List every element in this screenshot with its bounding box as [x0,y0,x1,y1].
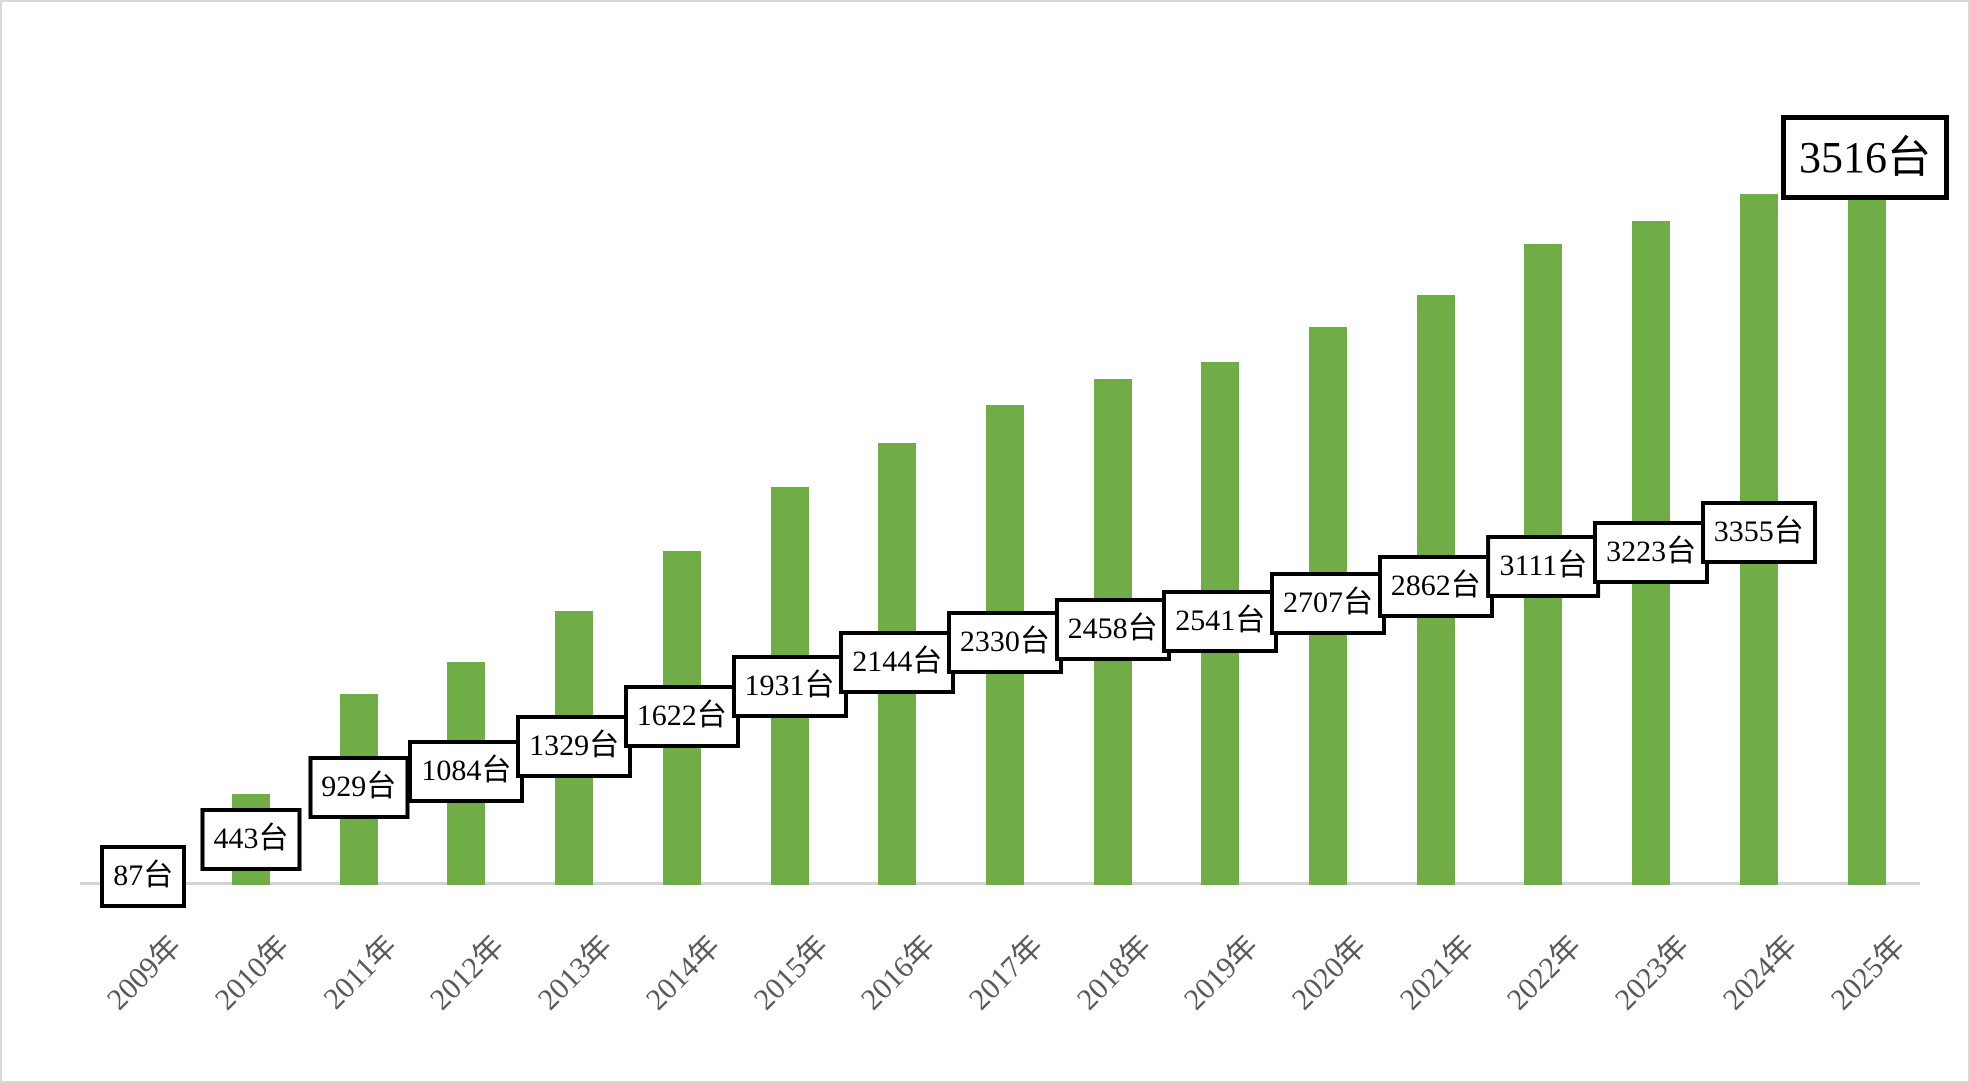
data-label-box: 2144台 [839,631,956,694]
data-label-box: 2862台 [1377,555,1494,618]
data-label-box: 87台 [100,845,187,908]
data-label-box: 3111台 [1486,535,1601,598]
data-label-box: 1084台 [408,740,525,803]
data-label-box: 2541台 [1162,590,1279,653]
data-label-box: 3355台 [1700,501,1817,564]
data-label-box: 443台 [200,808,302,871]
bar [1847,161,1886,885]
data-label-box-highlight: 3516台 [1781,115,1949,201]
data-label-box: 1329台 [516,715,633,778]
data-label-box: 1622台 [623,685,740,748]
data-label-box: 2330台 [946,611,1063,674]
data-label-box: 2707台 [1270,572,1386,635]
data-label-box: 1931台 [731,655,848,718]
data-label-box: 929台 [308,756,410,819]
data-label-box: 3223台 [1593,521,1710,584]
data-label-box: 2458台 [1054,598,1171,661]
